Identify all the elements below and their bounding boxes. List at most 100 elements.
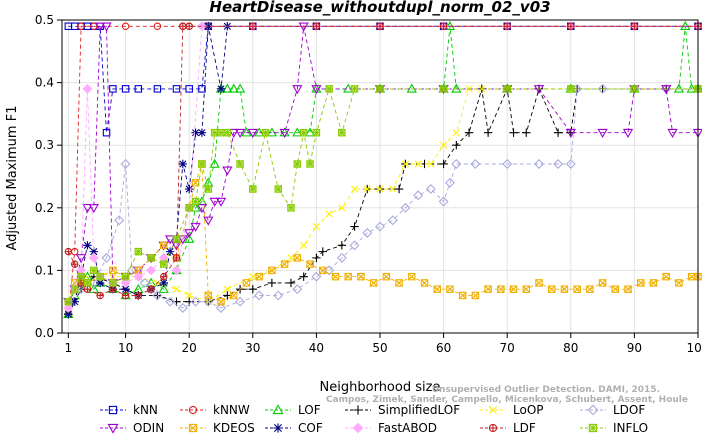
data-point — [439, 85, 448, 93]
legend-item-cof: COF — [265, 421, 323, 434]
data-point — [160, 241, 168, 250]
series-line — [67, 163, 698, 303]
data-point — [446, 285, 454, 293]
data-point — [567, 85, 575, 93]
data-point — [376, 22, 384, 31]
legend-item-fastabod: FastABOD — [345, 421, 437, 434]
data-point — [344, 272, 352, 281]
legend-label: COF — [298, 421, 323, 434]
data-point — [458, 291, 467, 300]
data-point — [203, 296, 214, 307]
data-point — [185, 22, 193, 31]
data-point — [587, 404, 599, 416]
data-point — [215, 197, 227, 207]
data-point — [165, 296, 176, 307]
x-tick-label: 60 — [436, 341, 451, 355]
data-point — [438, 196, 449, 207]
legend-item-odin: ODIN — [100, 421, 164, 434]
data-point — [121, 272, 130, 281]
data-point — [306, 260, 314, 268]
series-knn — [64, 22, 702, 137]
data-point — [649, 279, 658, 287]
data-point — [209, 197, 220, 207]
data-point — [287, 254, 295, 262]
data-point — [611, 285, 620, 293]
data-point — [95, 22, 106, 32]
data-point — [266, 127, 278, 137]
data-point — [452, 141, 461, 150]
data-point — [535, 279, 543, 287]
data-point — [147, 254, 155, 262]
data-point — [70, 285, 79, 293]
data-point — [185, 85, 193, 93]
data-point — [331, 272, 340, 281]
data-point — [350, 85, 359, 93]
data-point — [312, 128, 321, 137]
data-point — [158, 283, 169, 293]
legend-item-ldof: LDOF — [580, 403, 645, 417]
series-odin — [63, 22, 702, 308]
data-point — [77, 22, 85, 31]
data-point — [64, 247, 73, 256]
data-point — [217, 128, 225, 137]
data-point — [216, 84, 226, 94]
data-point — [400, 202, 411, 213]
data-point — [362, 227, 373, 238]
data-point — [470, 159, 481, 169]
data-point — [287, 204, 295, 212]
data-point — [497, 285, 505, 293]
data-point — [261, 128, 270, 137]
watermark-line-1: Unsupervised Outlier Detection. DAMI, 20… — [432, 385, 660, 395]
data-point — [267, 278, 277, 288]
x-tick-label: 40 — [309, 341, 324, 355]
data-point — [70, 260, 79, 268]
legend: kNN kNNW LOF SimplifiedLOF LoOP LDOF ODIN KDEOS… — [100, 403, 648, 434]
data-point — [223, 285, 231, 293]
data-point — [184, 229, 195, 239]
x-axis-label: Neighborhood size — [320, 380, 441, 395]
legend-item-loop: LoOP — [480, 403, 544, 417]
data-point — [522, 128, 531, 137]
data-point — [160, 272, 168, 281]
legend-label: LOF — [298, 403, 321, 417]
data-point — [547, 285, 556, 293]
data-point — [191, 197, 200, 206]
data-point — [222, 166, 233, 176]
series-line — [67, 25, 698, 315]
data-point — [101, 252, 112, 263]
data-point — [503, 22, 511, 31]
data-point — [107, 423, 119, 434]
legend-item-ldf: LDF — [480, 421, 536, 434]
data-point — [95, 278, 105, 288]
series-line — [67, 26, 698, 315]
data-point — [88, 252, 99, 263]
data-point — [338, 128, 346, 137]
data-point — [217, 297, 225, 306]
series-line — [67, 25, 698, 309]
data-point — [597, 83, 608, 94]
data-point — [83, 279, 92, 287]
data-point — [82, 204, 93, 214]
y-tick-label: 0.2 — [35, 201, 54, 215]
data-point — [272, 404, 284, 415]
data-point — [184, 233, 195, 243]
data-point — [286, 278, 296, 288]
data-point — [306, 160, 314, 168]
data-point — [254, 290, 265, 301]
data-point — [312, 222, 320, 231]
data-point — [661, 85, 672, 95]
data-point — [83, 241, 92, 250]
data-point — [292, 284, 303, 295]
data-point — [209, 158, 220, 168]
data-point — [425, 184, 436, 194]
series-line — [67, 25, 698, 315]
y-tick-label: 0.3 — [35, 138, 54, 152]
data-point — [234, 83, 246, 93]
data-point — [597, 128, 608, 138]
x-tick-label: 20 — [182, 341, 197, 355]
data-point — [352, 422, 364, 434]
data-point — [96, 272, 104, 281]
data-point — [471, 291, 480, 300]
data-point — [509, 128, 518, 137]
